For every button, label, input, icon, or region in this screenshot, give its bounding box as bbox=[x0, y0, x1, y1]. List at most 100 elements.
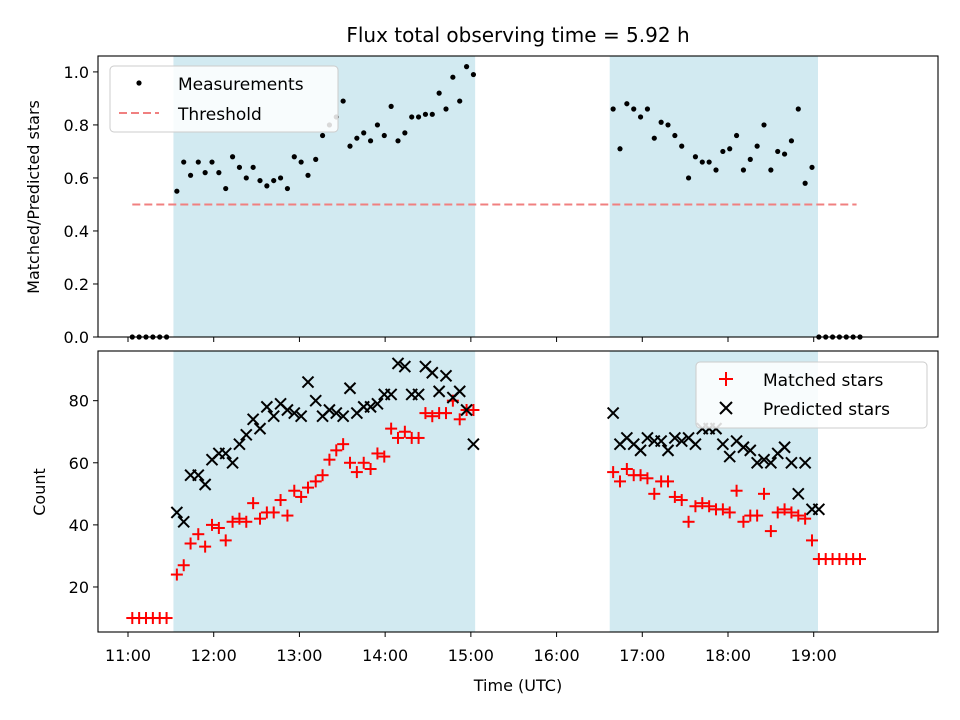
measurement-point bbox=[665, 122, 671, 128]
bottom-matched-series bbox=[126, 394, 866, 625]
measurement-point bbox=[713, 167, 719, 173]
matched-point bbox=[288, 484, 301, 497]
measurement-point bbox=[637, 114, 644, 120]
measurement-point bbox=[463, 64, 470, 70]
predicted-point bbox=[689, 437, 702, 451]
measurement-point bbox=[692, 154, 699, 160]
x-tick-label: 11:00 bbox=[105, 646, 151, 665]
predicted-point bbox=[170, 506, 184, 519]
measurement-point bbox=[699, 159, 705, 165]
predicted-point bbox=[330, 406, 343, 420]
matched-point bbox=[206, 518, 218, 531]
predicted-point bbox=[467, 437, 480, 451]
matched-point bbox=[730, 484, 743, 497]
predicted-point bbox=[654, 434, 668, 448]
bottom-legend: Matched stars Predicted stars bbox=[695, 361, 928, 429]
measurement-point bbox=[367, 138, 374, 144]
matched-point bbox=[398, 425, 411, 438]
matched-point bbox=[723, 506, 736, 519]
predicted-point bbox=[744, 444, 757, 457]
top-y-tick-label: 0.0 bbox=[64, 328, 89, 347]
measurement-point bbox=[617, 146, 623, 152]
matched-point bbox=[219, 534, 232, 547]
measurement-point bbox=[768, 167, 774, 173]
predicted-point bbox=[364, 400, 377, 414]
matched-point bbox=[281, 509, 294, 522]
matched-point bbox=[330, 444, 343, 457]
measurement-point bbox=[223, 185, 229, 192]
bottom-predicted-series bbox=[170, 357, 826, 528]
matched-point bbox=[716, 503, 729, 516]
matched-point bbox=[675, 494, 688, 507]
measurement-point bbox=[610, 106, 616, 112]
predicted-point bbox=[439, 369, 453, 383]
measurement-point bbox=[470, 71, 477, 78]
measurement-point bbox=[347, 143, 353, 149]
top-shade-1 bbox=[609, 56, 818, 337]
measurement-point bbox=[264, 183, 270, 189]
top-axis-ticks: 0.0 0.2 0.4 0.6 0.8 1.0 bbox=[64, 63, 815, 347]
measurement-point bbox=[658, 119, 664, 125]
matched-point bbox=[344, 456, 356, 469]
matched-point bbox=[199, 540, 212, 553]
bottom-y-tick-label: 40 bbox=[69, 516, 89, 535]
predicted-point bbox=[309, 394, 322, 407]
predicted-point bbox=[177, 515, 190, 528]
measurement-point bbox=[229, 154, 236, 160]
measurement-point bbox=[436, 90, 442, 96]
measurement-point bbox=[361, 130, 367, 136]
predicted-point bbox=[675, 434, 688, 448]
measurement-point bbox=[679, 143, 685, 149]
measurement-point bbox=[388, 103, 394, 109]
matched-point bbox=[392, 431, 404, 444]
matched-point bbox=[614, 475, 626, 488]
bottom-y-tick-label: 20 bbox=[69, 578, 89, 597]
matched-point bbox=[607, 466, 620, 479]
matched-point bbox=[641, 472, 654, 485]
bottom-y-tick-label: 80 bbox=[69, 392, 89, 411]
chart-title: Flux total observing time = 5.92 h bbox=[346, 23, 689, 47]
matched-point bbox=[247, 497, 260, 510]
measurement-point bbox=[740, 167, 747, 173]
matched-point bbox=[682, 515, 695, 528]
measurement-point bbox=[271, 177, 277, 184]
measurement-point bbox=[305, 172, 311, 178]
predicted-point bbox=[606, 406, 620, 420]
measurement-point bbox=[443, 106, 449, 112]
predicted-point bbox=[426, 366, 439, 379]
predicted-point bbox=[460, 403, 473, 417]
matched-point bbox=[806, 534, 818, 547]
matched-point bbox=[703, 500, 716, 513]
measurement-point bbox=[631, 106, 637, 112]
top-y-tick-label: 1.0 bbox=[64, 63, 89, 82]
measurement-point bbox=[415, 114, 422, 120]
measurement-point bbox=[340, 98, 346, 104]
predicted-point bbox=[661, 444, 675, 457]
measurement-point bbox=[754, 143, 760, 149]
measurement-point bbox=[747, 156, 753, 162]
measurement-point bbox=[250, 164, 256, 170]
matched-point bbox=[751, 509, 764, 522]
predicted-point bbox=[798, 456, 812, 469]
matched-point bbox=[274, 494, 287, 507]
measurement-point bbox=[381, 132, 387, 139]
predicted-point bbox=[641, 431, 654, 445]
bottom-shade-0 bbox=[173, 351, 476, 632]
top-y-tick-label: 0.6 bbox=[64, 169, 89, 188]
measurement-point bbox=[374, 122, 381, 128]
matched-point bbox=[792, 509, 805, 522]
matched-point bbox=[337, 438, 350, 451]
predicted-point bbox=[288, 406, 301, 420]
predicted-point bbox=[432, 385, 446, 398]
top-panel: 0.0 0.2 0.4 0.6 0.8 1.0 Flux total observing … bbox=[24, 23, 939, 347]
matched-point bbox=[254, 512, 266, 525]
matched-point bbox=[212, 521, 225, 534]
predicted-point bbox=[757, 453, 771, 466]
predicted-point bbox=[198, 478, 212, 491]
measurement-point bbox=[781, 151, 788, 157]
measurement-point bbox=[202, 170, 208, 176]
measurement-point bbox=[685, 175, 692, 181]
predicted-point bbox=[226, 456, 239, 469]
predicted-point bbox=[294, 409, 308, 423]
bottom-y-axis-label: Count bbox=[30, 468, 49, 516]
